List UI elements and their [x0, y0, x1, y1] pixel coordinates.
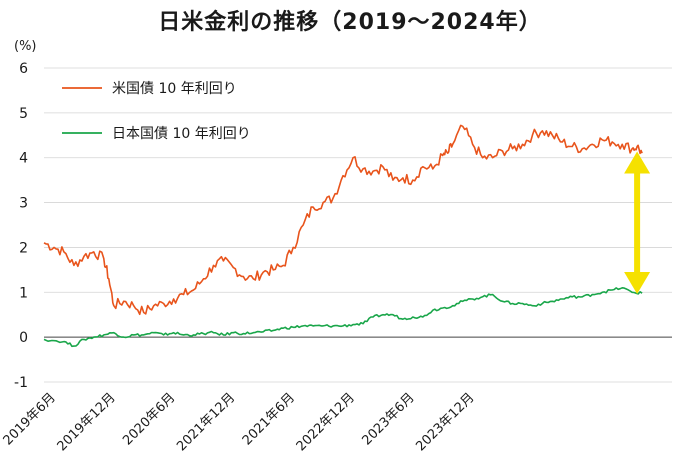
x-tick-label: 2019年12月: [55, 390, 119, 454]
spread-arrow-head-bottom: [624, 272, 651, 295]
y-tick-label: 4: [19, 151, 28, 167]
x-tick-label: 2021年12月: [174, 390, 238, 454]
x-tick-label: 2021年6月: [240, 390, 298, 448]
series-line-us: [43, 124, 643, 316]
x-tick-label: 2022年12月: [294, 390, 358, 454]
series-line-japan: [43, 287, 643, 348]
series-layer: [43, 124, 643, 348]
spread-arrow-head-top: [624, 151, 651, 174]
y-unit-label: (%): [14, 39, 37, 54]
x-tick-label: 2023年12月: [413, 390, 477, 454]
y-tick-label: 1: [19, 285, 28, 301]
chart-title: 日米金利の推移（2019～2024年）: [158, 10, 542, 35]
x-tick-label: 2020年6月: [120, 390, 178, 448]
legend-label-japan: 日本国債 10 年利回り: [112, 126, 251, 142]
annotation-layer: [624, 151, 651, 295]
y-tick-label: 5: [19, 106, 28, 122]
y-tick-label: 3: [19, 196, 28, 212]
y-tick-label: 2: [19, 240, 28, 256]
x-tick-label: 2019年6月: [1, 390, 59, 448]
y-tick-label: -1: [14, 375, 28, 391]
x-tick-label: 2023年6月: [359, 390, 417, 448]
y-tick-label: 0: [19, 330, 28, 346]
legend-label-us: 米国債 10 年利回り: [112, 81, 237, 97]
grid-layer: [44, 67, 672, 383]
y-tick-label: 6: [19, 61, 28, 77]
